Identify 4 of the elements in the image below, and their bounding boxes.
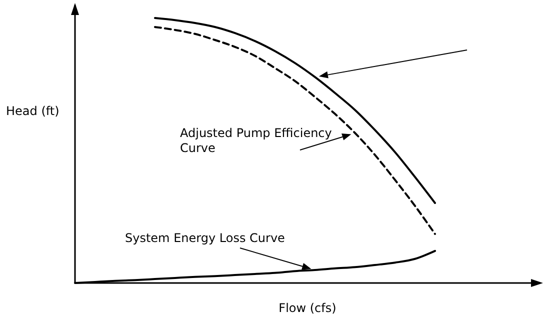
text: System Energy Loss Curve bbox=[125, 231, 285, 245]
y-axis-title: Head (ft) bbox=[6, 104, 60, 118]
legend-label: Adjusted Pump Efficiency Curve bbox=[180, 126, 332, 155]
x-axis-title: Flow (cfs) bbox=[278, 301, 336, 315]
